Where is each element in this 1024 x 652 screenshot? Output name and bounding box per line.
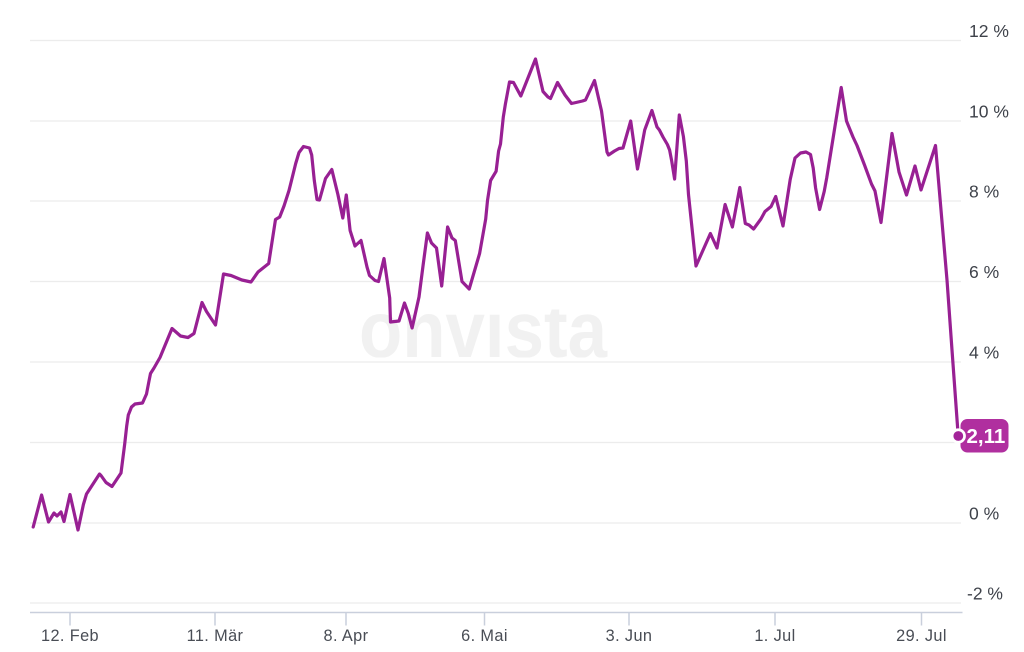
- svg-text:8. Apr: 8. Apr: [324, 627, 369, 645]
- svg-text:12 %: 12 %: [969, 21, 1009, 41]
- svg-text:10 %: 10 %: [969, 102, 1009, 122]
- svg-text:1. Jul: 1. Jul: [754, 627, 795, 645]
- svg-text:-2 %: -2 %: [967, 584, 1003, 604]
- svg-text:3. Jun: 3. Jun: [606, 627, 653, 645]
- svg-text:4 %: 4 %: [969, 343, 999, 363]
- svg-text:12. Feb: 12. Feb: [41, 627, 99, 645]
- svg-text:6. Mai: 6. Mai: [461, 627, 508, 645]
- svg-text:29. Jul: 29. Jul: [896, 627, 947, 645]
- svg-text:onvista: onvista: [359, 285, 607, 374]
- svg-text:8 %: 8 %: [969, 182, 999, 202]
- svg-text:6 %: 6 %: [969, 262, 999, 282]
- svg-text:11. Mär: 11. Mär: [187, 627, 244, 645]
- svg-text:0 %: 0 %: [969, 504, 999, 524]
- svg-text:2,11: 2,11: [967, 425, 1006, 448]
